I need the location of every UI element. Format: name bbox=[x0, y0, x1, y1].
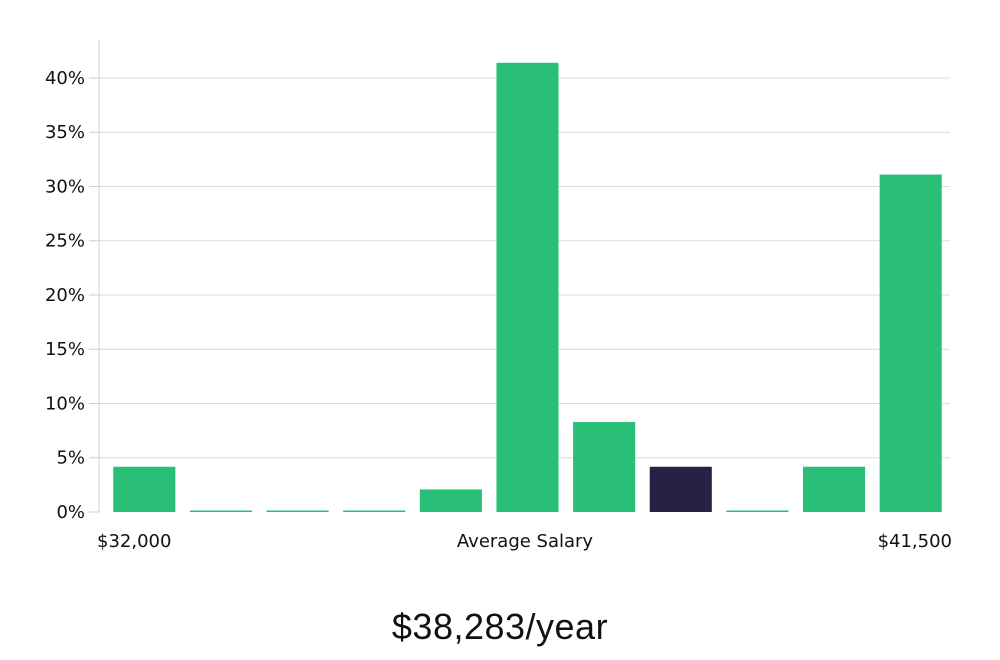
bar bbox=[113, 466, 176, 512]
salary-distribution-chart: 0% 5% 10% 15% 20% 25% 30% 35% 40% $32,000 Average … bbox=[45, 40, 952, 552]
y-tick-label: 0% bbox=[56, 502, 85, 523]
bar bbox=[343, 510, 406, 512]
bars-layer bbox=[113, 62, 942, 513]
bar bbox=[189, 510, 252, 512]
y-tick-label: 30% bbox=[45, 176, 85, 197]
bar bbox=[266, 510, 329, 512]
y-tick-label: 35% bbox=[45, 122, 85, 143]
bar bbox=[573, 421, 636, 512]
x-label-min: $32,000 bbox=[97, 531, 171, 552]
x-label-center: Average Salary bbox=[457, 531, 594, 552]
y-tick-label: 20% bbox=[45, 285, 85, 306]
bar bbox=[726, 510, 789, 512]
axis-layer bbox=[89, 40, 100, 513]
bar bbox=[419, 489, 482, 512]
labels-layer: 0% 5% 10% 15% 20% 25% 30% 35% 40% $32,000 Average … bbox=[45, 68, 952, 552]
y-tick-label: 5% bbox=[56, 448, 85, 469]
bar bbox=[803, 466, 866, 512]
average-salary-value: $38,283/year bbox=[391, 606, 609, 647]
x-label-max: $41,500 bbox=[878, 531, 952, 552]
y-tick-label: 40% bbox=[45, 68, 85, 89]
bar bbox=[496, 62, 559, 513]
bar bbox=[879, 174, 942, 512]
y-tick-label: 15% bbox=[45, 339, 85, 360]
y-tick-label: 10% bbox=[45, 393, 85, 414]
chart-svg: 0% 5% 10% 15% 20% 25% 30% 35% 40% $32,000 Average … bbox=[45, 40, 952, 552]
y-tick-label: 25% bbox=[45, 231, 85, 252]
bar-highlight bbox=[649, 466, 712, 512]
